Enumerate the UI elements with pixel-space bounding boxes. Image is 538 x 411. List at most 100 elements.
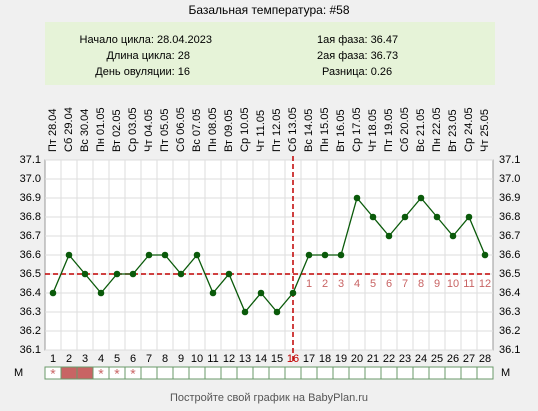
phase2-label: 9	[434, 278, 440, 290]
point	[449, 232, 457, 240]
point	[113, 270, 121, 278]
menstruation-cell	[412, 366, 430, 380]
point	[81, 270, 89, 278]
line	[52, 196, 486, 314]
date-label: Чт 04.05	[143, 109, 155, 152]
x-tick-label: 14	[255, 353, 267, 365]
point	[353, 194, 361, 202]
point	[481, 251, 489, 259]
point	[49, 289, 57, 297]
menstruation-mark: *	[50, 366, 56, 382]
menstruation-cell	[188, 366, 206, 380]
y-tick-label: 36.6	[499, 249, 520, 261]
point	[97, 289, 105, 297]
title: Базальная температура: #58	[188, 3, 349, 17]
menstruation-cell	[300, 366, 318, 380]
menstruation-cell	[156, 366, 174, 380]
menstruation-cell	[220, 366, 238, 380]
date-label: Пт 19.05	[383, 108, 395, 152]
date-label: Сб 13.05	[287, 107, 299, 152]
x-tick-label: 2	[66, 353, 72, 365]
point	[209, 289, 217, 297]
menstruation-cell	[460, 366, 478, 380]
info: Длина цикла: 28	[106, 50, 190, 62]
date-label: Вт 02.05	[111, 109, 123, 152]
x-tick-label: 9	[178, 353, 184, 365]
y-tick-label: 36.2	[20, 325, 41, 337]
y-tick-label: 36.5	[20, 268, 41, 280]
y-tick-label: 36.6	[20, 249, 41, 261]
menstruation-cell	[76, 366, 94, 380]
x-tick-label: 20	[351, 353, 363, 365]
phase2-label: 12	[479, 278, 491, 290]
row-label: М	[501, 367, 510, 379]
date-label: Ср 10.05	[239, 107, 251, 152]
point	[257, 289, 265, 297]
y-tick-label: 36.8	[499, 211, 520, 223]
y-tick-label: 36.9	[499, 192, 520, 204]
date-label: Чт 25.05	[479, 109, 491, 152]
y-tick-label: 37.1	[499, 154, 520, 166]
menstruation-cell	[476, 366, 494, 380]
point	[241, 308, 249, 316]
x-tick-label: 19	[335, 353, 347, 365]
point	[417, 194, 425, 202]
info: День овуляции: 16	[95, 66, 190, 78]
y-tick-label: 36.2	[499, 325, 520, 337]
menstruation-mark: *	[130, 366, 136, 382]
menstruation-cell	[380, 366, 398, 380]
date-label: Вс 30.04	[79, 109, 91, 152]
menstruation-cell	[444, 366, 462, 380]
point	[433, 213, 441, 221]
y-tick-label: 36.1	[499, 344, 520, 356]
date-label: Пт 12.05	[271, 108, 283, 152]
date-label: Сб 20.05	[399, 107, 411, 152]
x-tick-label: 22	[383, 353, 395, 365]
info: 2ая фаза: 36.73	[317, 50, 398, 62]
date-label: Вт 16.05	[335, 109, 347, 152]
x-tick-label: 6	[130, 353, 136, 365]
date-label: Пн 08.05	[207, 107, 219, 152]
date-label: Ср 24.05	[463, 107, 475, 152]
date-label: Пн 15.05	[319, 107, 331, 152]
date-label: Ср 03.05	[127, 107, 139, 152]
menstruation-mark: *	[114, 366, 120, 382]
date-label: Пт 05.05	[159, 108, 171, 152]
x-tick-label: 7	[146, 353, 152, 365]
point	[225, 270, 233, 278]
date-label: Вс 21.05	[415, 109, 427, 152]
y-tick-label: 36.7	[20, 230, 41, 242]
point	[385, 232, 393, 240]
y-tick-label: 36.3	[499, 306, 520, 318]
phase2-label: 6	[386, 278, 392, 290]
x-tick-label: 12	[223, 353, 235, 365]
point	[337, 251, 345, 259]
footer: Постройте свой график на BabyPlan.ru	[170, 392, 368, 404]
date-label: Пн 22.05	[431, 107, 443, 152]
point	[321, 251, 329, 259]
menstruation-mark: *	[98, 366, 104, 382]
info-box	[45, 22, 495, 85]
y-tick-label: 36.7	[499, 230, 520, 242]
x-tick-label: 25	[431, 353, 443, 365]
point	[305, 251, 313, 259]
menstruation-cell	[364, 366, 382, 380]
date-label: Ср 17.05	[351, 107, 363, 152]
phase2-label: 3	[338, 278, 344, 290]
y-tick-label: 36.1	[20, 344, 41, 356]
menstruation-cell	[348, 366, 366, 380]
phase2-label: 2	[322, 278, 328, 290]
phase2-label: 4	[354, 278, 360, 290]
date-label: Сб 29.04	[63, 107, 75, 152]
date-label: Вт 09.05	[223, 109, 235, 152]
menstruation-cell	[268, 366, 286, 380]
menstruation-cell	[284, 366, 302, 380]
y-tick-label: 36.4	[499, 287, 520, 299]
point	[289, 289, 297, 297]
point	[65, 251, 73, 259]
point	[273, 308, 281, 316]
x-tick-label: 26	[447, 353, 459, 365]
phase2-label: 5	[370, 278, 376, 290]
y-tick-label: 37.0	[499, 173, 520, 185]
phase2-label: 7	[402, 278, 408, 290]
